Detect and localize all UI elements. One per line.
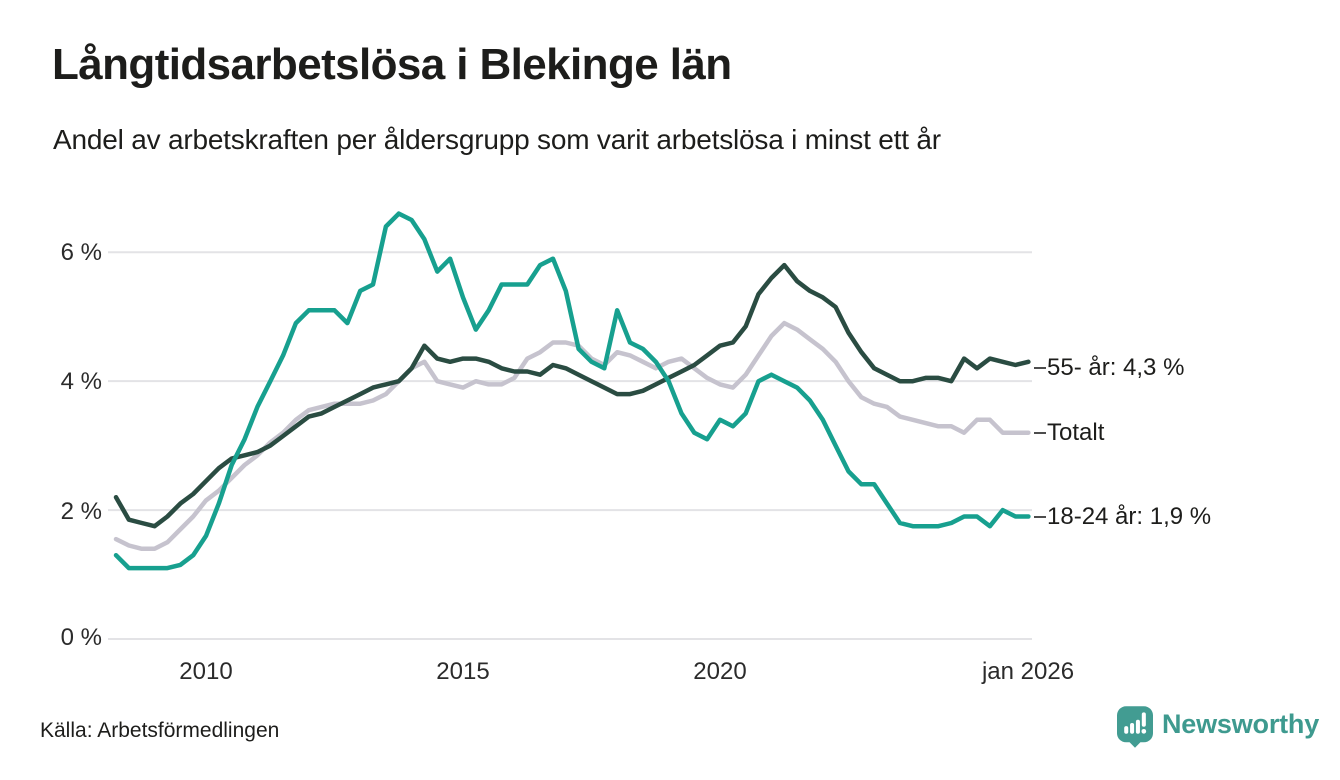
x-axis-tick-label: 2010 bbox=[179, 658, 233, 685]
series-end-label-18-24-ar: 18-24 år: 1,9 % bbox=[1047, 503, 1212, 530]
x-axis-tick-label: 2020 bbox=[693, 658, 747, 685]
y-axis-tick-label: 4 % bbox=[60, 368, 102, 395]
series-end-label-totalt: Totalt bbox=[1047, 419, 1105, 446]
page-title: Långtidsarbetslösa i Blekinge län bbox=[52, 40, 732, 89]
series-end-label-55-ar: 55- år: 4,3 % bbox=[1047, 354, 1185, 381]
y-axis-tick-label: 0 % bbox=[60, 624, 102, 651]
series-line-55-r bbox=[113, 262, 1031, 529]
newsworthy-wordmark: Newsworthy bbox=[1162, 709, 1320, 739]
series-line-18-24-r bbox=[113, 211, 1031, 571]
y-axis-tick-label: 2 % bbox=[60, 498, 102, 525]
y-axis-tick-label: 6 % bbox=[60, 239, 102, 266]
series-line-totalt bbox=[113, 320, 1031, 552]
chart-subtitle: Andel av arbetskraften per åldersgrupp s… bbox=[53, 124, 941, 155]
x-axis-tick-label: 2015 bbox=[436, 658, 490, 685]
newsworthy-logo: Newsworthy bbox=[1117, 706, 1319, 748]
x-axis-tick-label: jan 2026 bbox=[981, 658, 1075, 685]
newsworthy-logo-icon bbox=[1117, 706, 1153, 748]
source-note: Källa: Arbetsförmedlingen bbox=[40, 719, 280, 742]
